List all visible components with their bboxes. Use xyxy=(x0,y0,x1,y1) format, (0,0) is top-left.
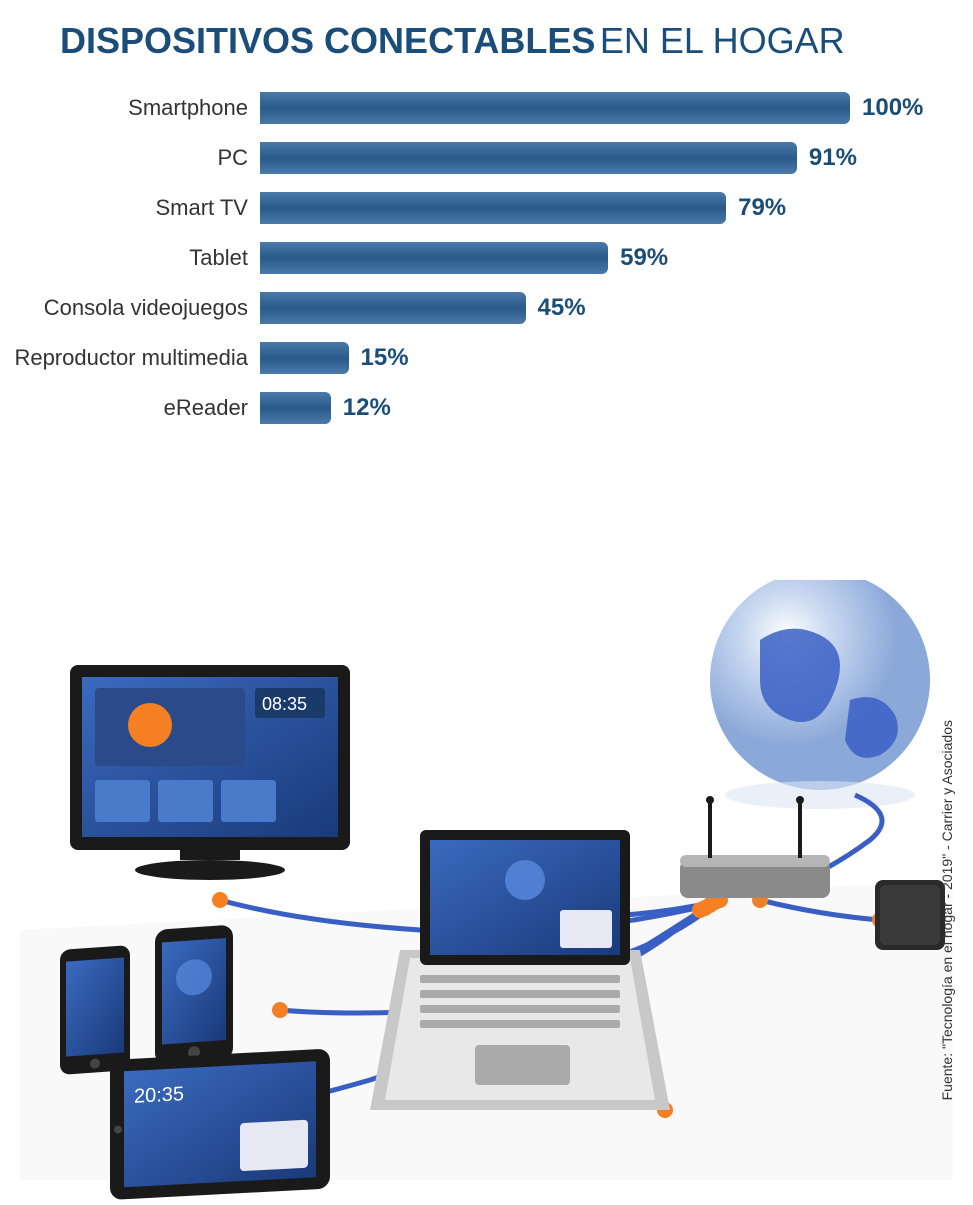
drive-icon xyxy=(875,880,945,950)
bar-container: 100% xyxy=(260,92,933,124)
bar xyxy=(260,142,797,174)
bar-container: 59% xyxy=(260,242,933,274)
router-icon xyxy=(680,796,830,898)
bar-label: Reproductor multimedia xyxy=(0,345,260,371)
title-light: EN EL HOGAR xyxy=(600,20,845,61)
bar-value: 15% xyxy=(361,344,409,372)
bar-value: 59% xyxy=(620,244,668,272)
bar-container: 12% xyxy=(260,392,933,424)
bar-chart: Smartphone 100% PC 91% Smart TV 79% Tablet 59% C… xyxy=(0,92,973,424)
laptop-icon xyxy=(370,830,670,1110)
bar xyxy=(260,242,608,274)
bar-label: Smart TV xyxy=(0,195,260,221)
bar-row: Smart TV 79% xyxy=(0,192,933,224)
bar-label: eReader xyxy=(0,395,260,421)
bar-row: eReader 12% xyxy=(0,392,933,424)
bar xyxy=(260,342,349,374)
tablet-icon: 20:35 xyxy=(110,1048,330,1200)
bar-label: Consola videojuegos xyxy=(0,295,260,321)
bar-container: 15% xyxy=(260,342,933,374)
bar-container: 45% xyxy=(260,292,933,324)
bar-row: Tablet 59% xyxy=(0,242,933,274)
bar-row: PC 91% xyxy=(0,142,933,174)
bar-value: 91% xyxy=(809,144,857,172)
bar xyxy=(260,192,726,224)
bar-value: 12% xyxy=(343,394,391,422)
page-title: DISPOSITIVOS CONECTABLES EN EL HOGAR xyxy=(0,0,973,92)
svg-text:20:35: 20:35 xyxy=(134,1083,184,1108)
bar xyxy=(260,292,526,324)
bar-container: 79% xyxy=(260,192,933,224)
bar-value: 79% xyxy=(738,194,786,222)
bar-container: 91% xyxy=(260,142,933,174)
bar xyxy=(260,92,850,124)
bar-value: 100% xyxy=(862,94,923,122)
bar-row: Reproductor multimedia 15% xyxy=(0,342,933,374)
devices-svg: 08:35 xyxy=(0,580,973,1200)
svg-text:08:35: 08:35 xyxy=(262,694,307,714)
bar-row: Smartphone 100% xyxy=(0,92,933,124)
bar-value: 45% xyxy=(538,294,586,322)
bar-label: PC xyxy=(0,145,260,171)
bar xyxy=(260,392,331,424)
source-text: Fuente: "Tecnología en el hogar - 2019" … xyxy=(939,720,955,1100)
bar-row: Consola videojuegos 45% xyxy=(0,292,933,324)
title-bold: DISPOSITIVOS CONECTABLES xyxy=(60,20,595,61)
bar-label: Smartphone xyxy=(0,95,260,121)
bar-label: Tablet xyxy=(0,245,260,271)
monitor-icon: 08:35 xyxy=(70,665,350,880)
devices-illustration: 08:35 xyxy=(0,580,973,1200)
